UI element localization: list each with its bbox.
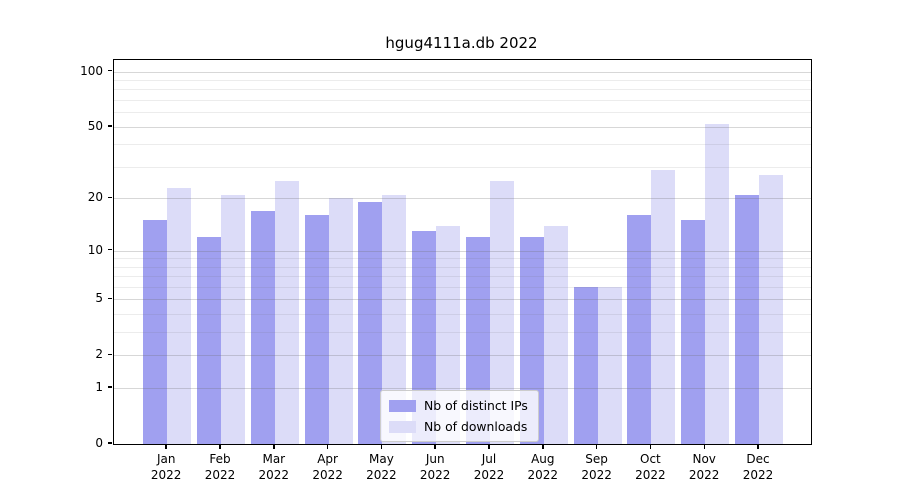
x-tick-label-feb: Feb 2022 — [204, 452, 236, 482]
y-tick-label-0: 0 — [95, 436, 103, 450]
gridline-major-10 — [114, 250, 811, 252]
bar-downloads-nov — [705, 123, 730, 444]
legend-swatch-downloads — [389, 420, 416, 433]
gridline-minor-70 — [114, 100, 811, 101]
gridline-minor-7 — [114, 276, 811, 278]
x-tick-label-jul: Jul 2022 — [473, 452, 505, 482]
x-tick-label-aug: Aug 2022 — [527, 452, 559, 482]
y-tick-mark-50 — [107, 125, 112, 127]
y-tick-mark-1 — [107, 386, 112, 388]
bar-downloads-jan — [167, 187, 192, 444]
gridline-minor-6 — [114, 287, 811, 288]
x-tick-label-jan: Jan 2022 — [150, 452, 182, 482]
bar-downloads-mar — [274, 181, 299, 444]
bar-distinct-ips-mar — [250, 210, 275, 444]
gridline-major-2 — [114, 355, 811, 357]
y-tick-mark-100 — [107, 69, 112, 72]
gridline-major-100 — [114, 71, 811, 73]
y-tick-mark-2 — [107, 353, 112, 356]
bar-distinct-ips-feb — [197, 237, 221, 444]
y-tick-label-100: 100 — [80, 63, 103, 78]
legend-label-distinct-ips: Nb of distinct IPs — [424, 398, 528, 413]
bar-downloads-oct — [651, 169, 676, 444]
bar-downloads-apr — [328, 198, 353, 444]
gridline-major-5 — [114, 299, 811, 301]
y-tick-label-50: 50 — [87, 118, 103, 133]
gridline-minor-4 — [114, 314, 811, 316]
bar-distinct-ips-nov — [681, 220, 706, 444]
gridline-major-1 — [114, 388, 811, 390]
x-tick-mark-may — [380, 444, 383, 449]
x-tick-label-dec: Dec 2022 — [742, 452, 774, 482]
x-tick-label-may: May 2022 — [366, 452, 397, 482]
x-tick-mark-dec — [757, 444, 759, 449]
legend-label-downloads: Nb of downloads — [424, 419, 528, 434]
y-tick-label-1: 1 — [95, 380, 103, 395]
x-tick-mark-mar — [273, 444, 275, 449]
bar-downloads-sep — [597, 287, 622, 444]
y-tick-label-10: 10 — [87, 242, 103, 257]
x-tick-label-jun: Jun 2022 — [419, 452, 451, 482]
y-tick-mark-0 — [107, 442, 112, 444]
x-tick-label-nov: Nov 2022 — [688, 452, 720, 482]
bar-downloads-feb — [221, 194, 245, 444]
x-tick-mark-jul — [488, 444, 490, 449]
bar-distinct-ips-oct — [627, 215, 652, 444]
gridline-minor-60 — [114, 112, 811, 114]
bar-distinct-ips-may — [358, 202, 383, 444]
y-tick-mark-20 — [107, 196, 112, 199]
y-tick-label-5: 5 — [95, 291, 103, 306]
x-tick-mark-jan — [165, 444, 167, 449]
x-tick-label-sep: Sep 2022 — [581, 452, 612, 482]
gridline-minor-40 — [114, 144, 811, 146]
gridline-major-50 — [114, 126, 811, 128]
x-tick-mark-sep — [595, 444, 598, 449]
x-tick-label-oct: Oct 2022 — [635, 452, 666, 482]
gridline-major-20 — [114, 198, 811, 200]
y-tick-label-20: 20 — [87, 190, 103, 205]
bar-distinct-ips-dec — [735, 194, 759, 444]
x-tick-label-apr: Apr 2022 — [312, 452, 343, 482]
gridline-minor-30 — [114, 166, 811, 168]
bar-downloads-aug — [543, 225, 568, 444]
bar-distinct-ips-jan — [143, 220, 168, 444]
y-tick-mark-5 — [107, 297, 112, 300]
y-tick-label-2: 2 — [95, 347, 103, 362]
x-tick-label-mar: Mar 2022 — [258, 452, 290, 482]
legend-swatch-distinct-ips — [389, 399, 416, 412]
bar-distinct-ips-sep — [573, 287, 598, 444]
x-tick-mark-oct — [649, 444, 652, 449]
legend-item-downloads: Nb of downloads — [389, 417, 528, 436]
gridline-minor-90 — [114, 80, 811, 81]
x-tick-mark-apr — [326, 444, 329, 449]
bar-downloads-dec — [759, 175, 783, 444]
gridline-minor-80 — [114, 89, 811, 91]
x-tick-mark-feb — [219, 444, 221, 449]
gridline-minor-8 — [114, 266, 811, 268]
gridline-minor-9 — [114, 258, 811, 260]
bar-distinct-ips-apr — [304, 215, 329, 444]
x-tick-mark-jun — [434, 444, 436, 449]
x-tick-mark-aug — [542, 444, 544, 449]
legend-item-distinct-ips: Nb of distinct IPs — [389, 396, 528, 415]
legend: Nb of distinct IPs Nb of downloads — [380, 390, 539, 442]
x-tick-mark-nov — [703, 444, 705, 449]
gridline-minor-3 — [114, 332, 811, 334]
plot-area: Nb of distinct IPs Nb of downloads — [113, 59, 812, 445]
chart-title: hgug4111a.db 2022 — [385, 34, 538, 52]
y-tick-mark-10 — [107, 248, 112, 251]
